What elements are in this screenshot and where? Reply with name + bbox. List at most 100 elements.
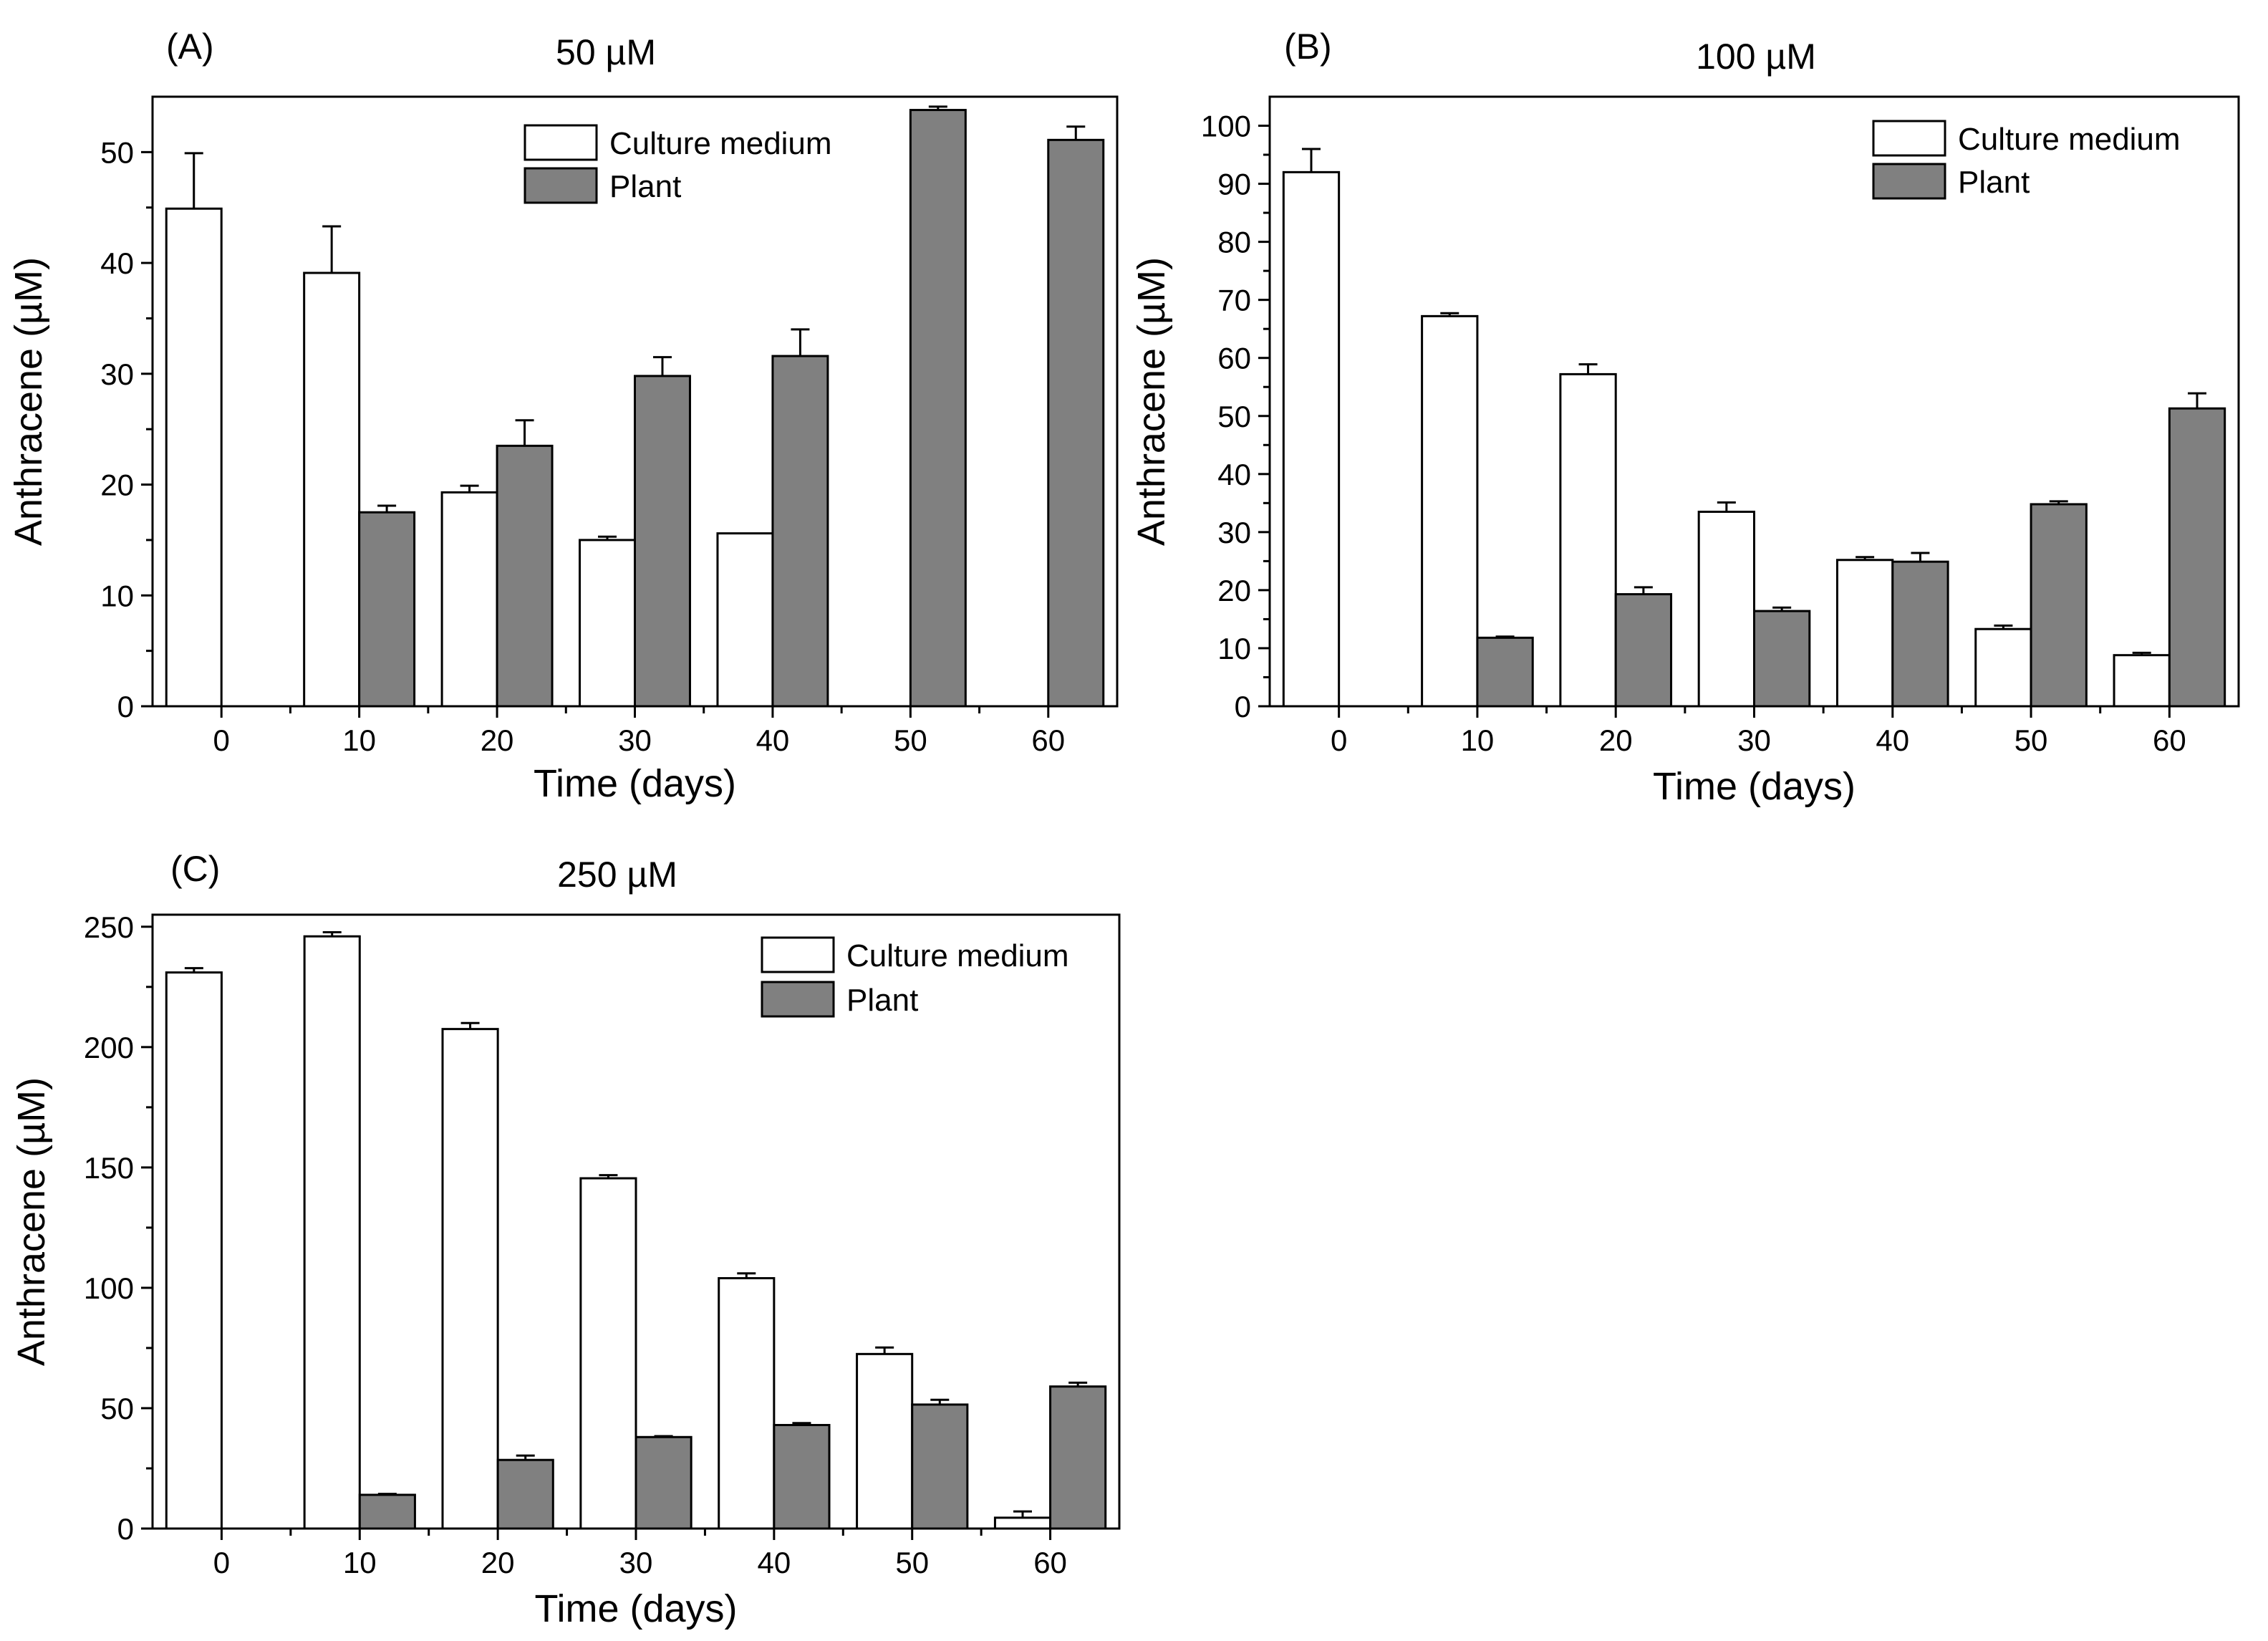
chart-title: 250 µM	[557, 855, 677, 895]
plant-bar	[1476, 636, 1534, 708]
y-tick-label: 50	[1217, 400, 1251, 433]
y-tick-label: 200	[84, 1031, 134, 1064]
plant-bar	[911, 1403, 969, 1530]
legend-label-plant: Plant	[846, 983, 918, 1018]
x-tick-label: 60	[1031, 723, 1065, 757]
x-tick-label: 20	[1599, 723, 1633, 757]
plant-bar	[2030, 503, 2088, 708]
x-tick-label: 40	[757, 1546, 791, 1579]
legend-label-culture-medium: Culture medium	[1958, 122, 2181, 157]
plant-bar	[1047, 138, 1105, 708]
y-tick-label: 60	[1217, 342, 1251, 375]
legend-swatch-plant	[523, 167, 598, 204]
y-tick-label: 100	[1201, 110, 1251, 143]
plant-bar	[2168, 407, 2226, 708]
y-tick-label: 0	[117, 1512, 134, 1546]
x-tick-label: 10	[342, 723, 376, 757]
plant-bar	[496, 1458, 554, 1530]
y-axis-title: Anthracene (µM)	[10, 1077, 53, 1366]
plant-bar	[1753, 610, 1811, 708]
x-tick-label: 30	[619, 1546, 653, 1579]
culture-medium-bar	[1697, 510, 1756, 708]
legend-swatch-plant	[1872, 163, 1946, 200]
y-tick-label: 50	[100, 135, 134, 169]
culture-medium-bar	[165, 971, 223, 1530]
x-tick-label: 10	[343, 1546, 377, 1579]
x-tick-label: 50	[894, 723, 927, 757]
x-tick-label: 30	[618, 723, 652, 757]
panel-a: 0 10 20 30 40 50 0 10 20 30 40 50 60 Culture medium Pl…	[7, 27, 1119, 805]
y-tick-label: 70	[1217, 284, 1251, 317]
legend-label-culture-medium: Culture medium	[846, 938, 1069, 973]
y-tick-label: 250	[84, 910, 134, 944]
y-tick-label: 20	[1217, 574, 1251, 607]
x-tick-label: 0	[1331, 723, 1347, 757]
culture-medium-bar	[1282, 170, 1341, 708]
legend-label-plant: Plant	[1958, 165, 2030, 200]
culture-medium-bar	[303, 271, 361, 708]
culture-medium-bar	[1421, 314, 1479, 708]
plant-bar	[496, 444, 554, 708]
y-tick-label: 100	[84, 1271, 134, 1305]
panel-label: (A)	[166, 27, 214, 67]
panel-label: (B)	[1284, 27, 1332, 67]
panel-label: (C)	[170, 849, 220, 889]
culture-medium-bar	[1974, 627, 2032, 708]
plant-bar	[358, 511, 416, 708]
x-tick-label: 0	[213, 723, 230, 757]
culture-medium-bar	[718, 1276, 776, 1530]
culture-medium-bar	[579, 1177, 637, 1530]
legend-swatch-culture-medium	[761, 936, 835, 973]
culture-medium-bar	[165, 207, 223, 708]
chart-title: 50 µM	[556, 32, 656, 72]
culture-medium-bar	[716, 532, 774, 708]
y-tick-label: 40	[1217, 458, 1251, 491]
x-tick-label: 20	[481, 723, 514, 757]
plant-bar	[634, 375, 691, 708]
legend-label-culture-medium: Culture medium	[609, 126, 832, 161]
x-tick-label: 60	[2153, 723, 2186, 757]
y-tick-label: 50	[100, 1392, 134, 1425]
x-tick-label: 10	[1461, 723, 1495, 757]
plant-bar	[773, 1423, 831, 1530]
y-axis-title: Anthracene (µM)	[7, 257, 50, 546]
y-tick-label: 20	[100, 468, 134, 502]
y-tick-label: 90	[1217, 168, 1251, 201]
x-tick-label: 50	[2014, 723, 2048, 757]
plant-bar	[358, 1493, 416, 1530]
x-axis-title: Time (days)	[534, 762, 736, 805]
plant-bar	[909, 109, 967, 708]
y-tick-label: 10	[1217, 632, 1251, 665]
culture-medium-bar	[2113, 654, 2171, 708]
y-axis-title: Anthracene (µM)	[1130, 257, 1173, 546]
culture-medium-bar	[579, 539, 636, 708]
culture-medium-bar	[993, 1516, 1052, 1530]
x-tick-label: 50	[895, 1546, 929, 1579]
y-tick-label: 0	[1235, 690, 1251, 723]
x-tick-label: 40	[756, 723, 790, 757]
y-tick-label: 30	[100, 357, 134, 391]
plant-bar	[634, 1435, 693, 1530]
x-tick-label: 40	[1876, 723, 1909, 757]
culture-medium-bar	[303, 935, 361, 1530]
plant-bar	[1049, 1385, 1107, 1530]
panel-b: 0 10 20 30 40 50 60 70 80 90 100 0 10 20 30 40 50 60 Cultu…	[1130, 27, 2240, 808]
culture-medium-bar	[856, 1352, 914, 1530]
plant-bar	[1891, 560, 1949, 708]
culture-medium-bar	[441, 1028, 499, 1530]
legend-swatch-plant	[761, 981, 835, 1018]
legend-swatch-culture-medium	[523, 124, 598, 161]
panel-c: 0 50 100 150 200 250 0 10 20 30 40 50 60 Culture medi…	[10, 849, 1121, 1630]
x-axis-title: Time (days)	[534, 1587, 737, 1630]
legend-swatch-culture-medium	[1872, 120, 1946, 157]
culture-medium-bar	[440, 491, 498, 708]
culture-medium-bar	[1559, 372, 1617, 708]
x-tick-label: 30	[1737, 723, 1771, 757]
legend-label-plant: Plant	[609, 169, 681, 204]
chart-title: 100 µM	[1696, 37, 1816, 77]
x-tick-label: 60	[1033, 1546, 1067, 1579]
x-axis-title: Time (days)	[1653, 765, 1856, 808]
x-tick-label: 0	[213, 1546, 230, 1579]
plant-bar	[1614, 593, 1673, 708]
y-tick-label: 80	[1217, 226, 1251, 259]
